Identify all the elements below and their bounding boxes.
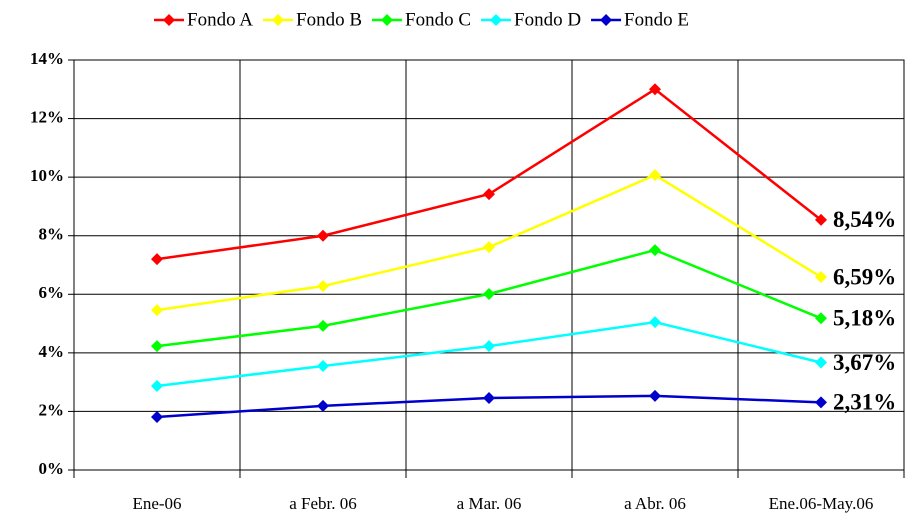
point-marker — [317, 229, 329, 242]
point-marker — [151, 379, 163, 392]
y-tick-label: 10% — [30, 166, 64, 185]
y-tick-label: 12% — [30, 107, 64, 126]
point-marker — [151, 253, 163, 266]
point-marker — [649, 389, 661, 402]
x-tick-label: a Febr. 06 — [289, 494, 357, 513]
point-marker — [649, 244, 661, 257]
x-tick-label: a Mar. 06 — [457, 494, 522, 513]
legend-marker — [272, 14, 284, 26]
point-marker — [815, 312, 827, 325]
legend-marker — [381, 14, 393, 26]
y-tick-label: 6% — [39, 283, 65, 302]
point-marker — [483, 188, 495, 201]
point-marker — [151, 340, 163, 353]
point-marker — [317, 319, 329, 332]
point-marker — [317, 360, 329, 373]
point-marker — [649, 316, 661, 329]
point-marker — [815, 213, 827, 226]
data-label: 6,59% — [833, 264, 896, 289]
point-marker — [649, 169, 661, 182]
point-marker — [815, 396, 827, 409]
y-tick-label: 8% — [39, 225, 65, 244]
legend-marker — [600, 14, 613, 26]
point-marker — [317, 399, 329, 412]
y-tick-label: 4% — [39, 342, 65, 361]
legend-label: Fondo B — [296, 9, 362, 30]
legend-label: Fondo D — [514, 9, 581, 30]
point-marker — [815, 271, 827, 284]
legend-label: Fondo A — [187, 9, 253, 30]
point-marker — [649, 83, 661, 96]
data-label: 8,54% — [833, 207, 896, 232]
legend-marker — [490, 14, 502, 26]
y-tick-label: 2% — [39, 400, 65, 419]
x-tick-label: Ene-06 — [132, 494, 181, 513]
data-label: 3,67% — [833, 350, 896, 375]
y-tick-label: 0% — [39, 459, 65, 478]
x-tick-label: a Abr. 06 — [624, 494, 686, 513]
plot-border — [73, 59, 905, 471]
point-marker — [151, 304, 163, 317]
point-marker — [483, 287, 495, 300]
series-line — [156, 320, 822, 388]
point-marker — [815, 356, 827, 369]
point-marker — [483, 241, 495, 254]
series-line — [156, 87, 822, 261]
y-tick-label: 14% — [30, 49, 64, 68]
point-marker — [151, 410, 163, 423]
data-label: 5,18% — [833, 306, 896, 331]
data-label: 2,31% — [833, 390, 896, 415]
legend-marker — [163, 14, 175, 26]
legend-label: Fondo C — [405, 9, 471, 30]
point-marker — [483, 340, 495, 353]
x-tick-label: Ene.06-May.06 — [769, 494, 874, 513]
point-marker — [483, 391, 495, 404]
legend-label: Fondo E — [624, 9, 689, 30]
point-marker — [317, 280, 329, 293]
